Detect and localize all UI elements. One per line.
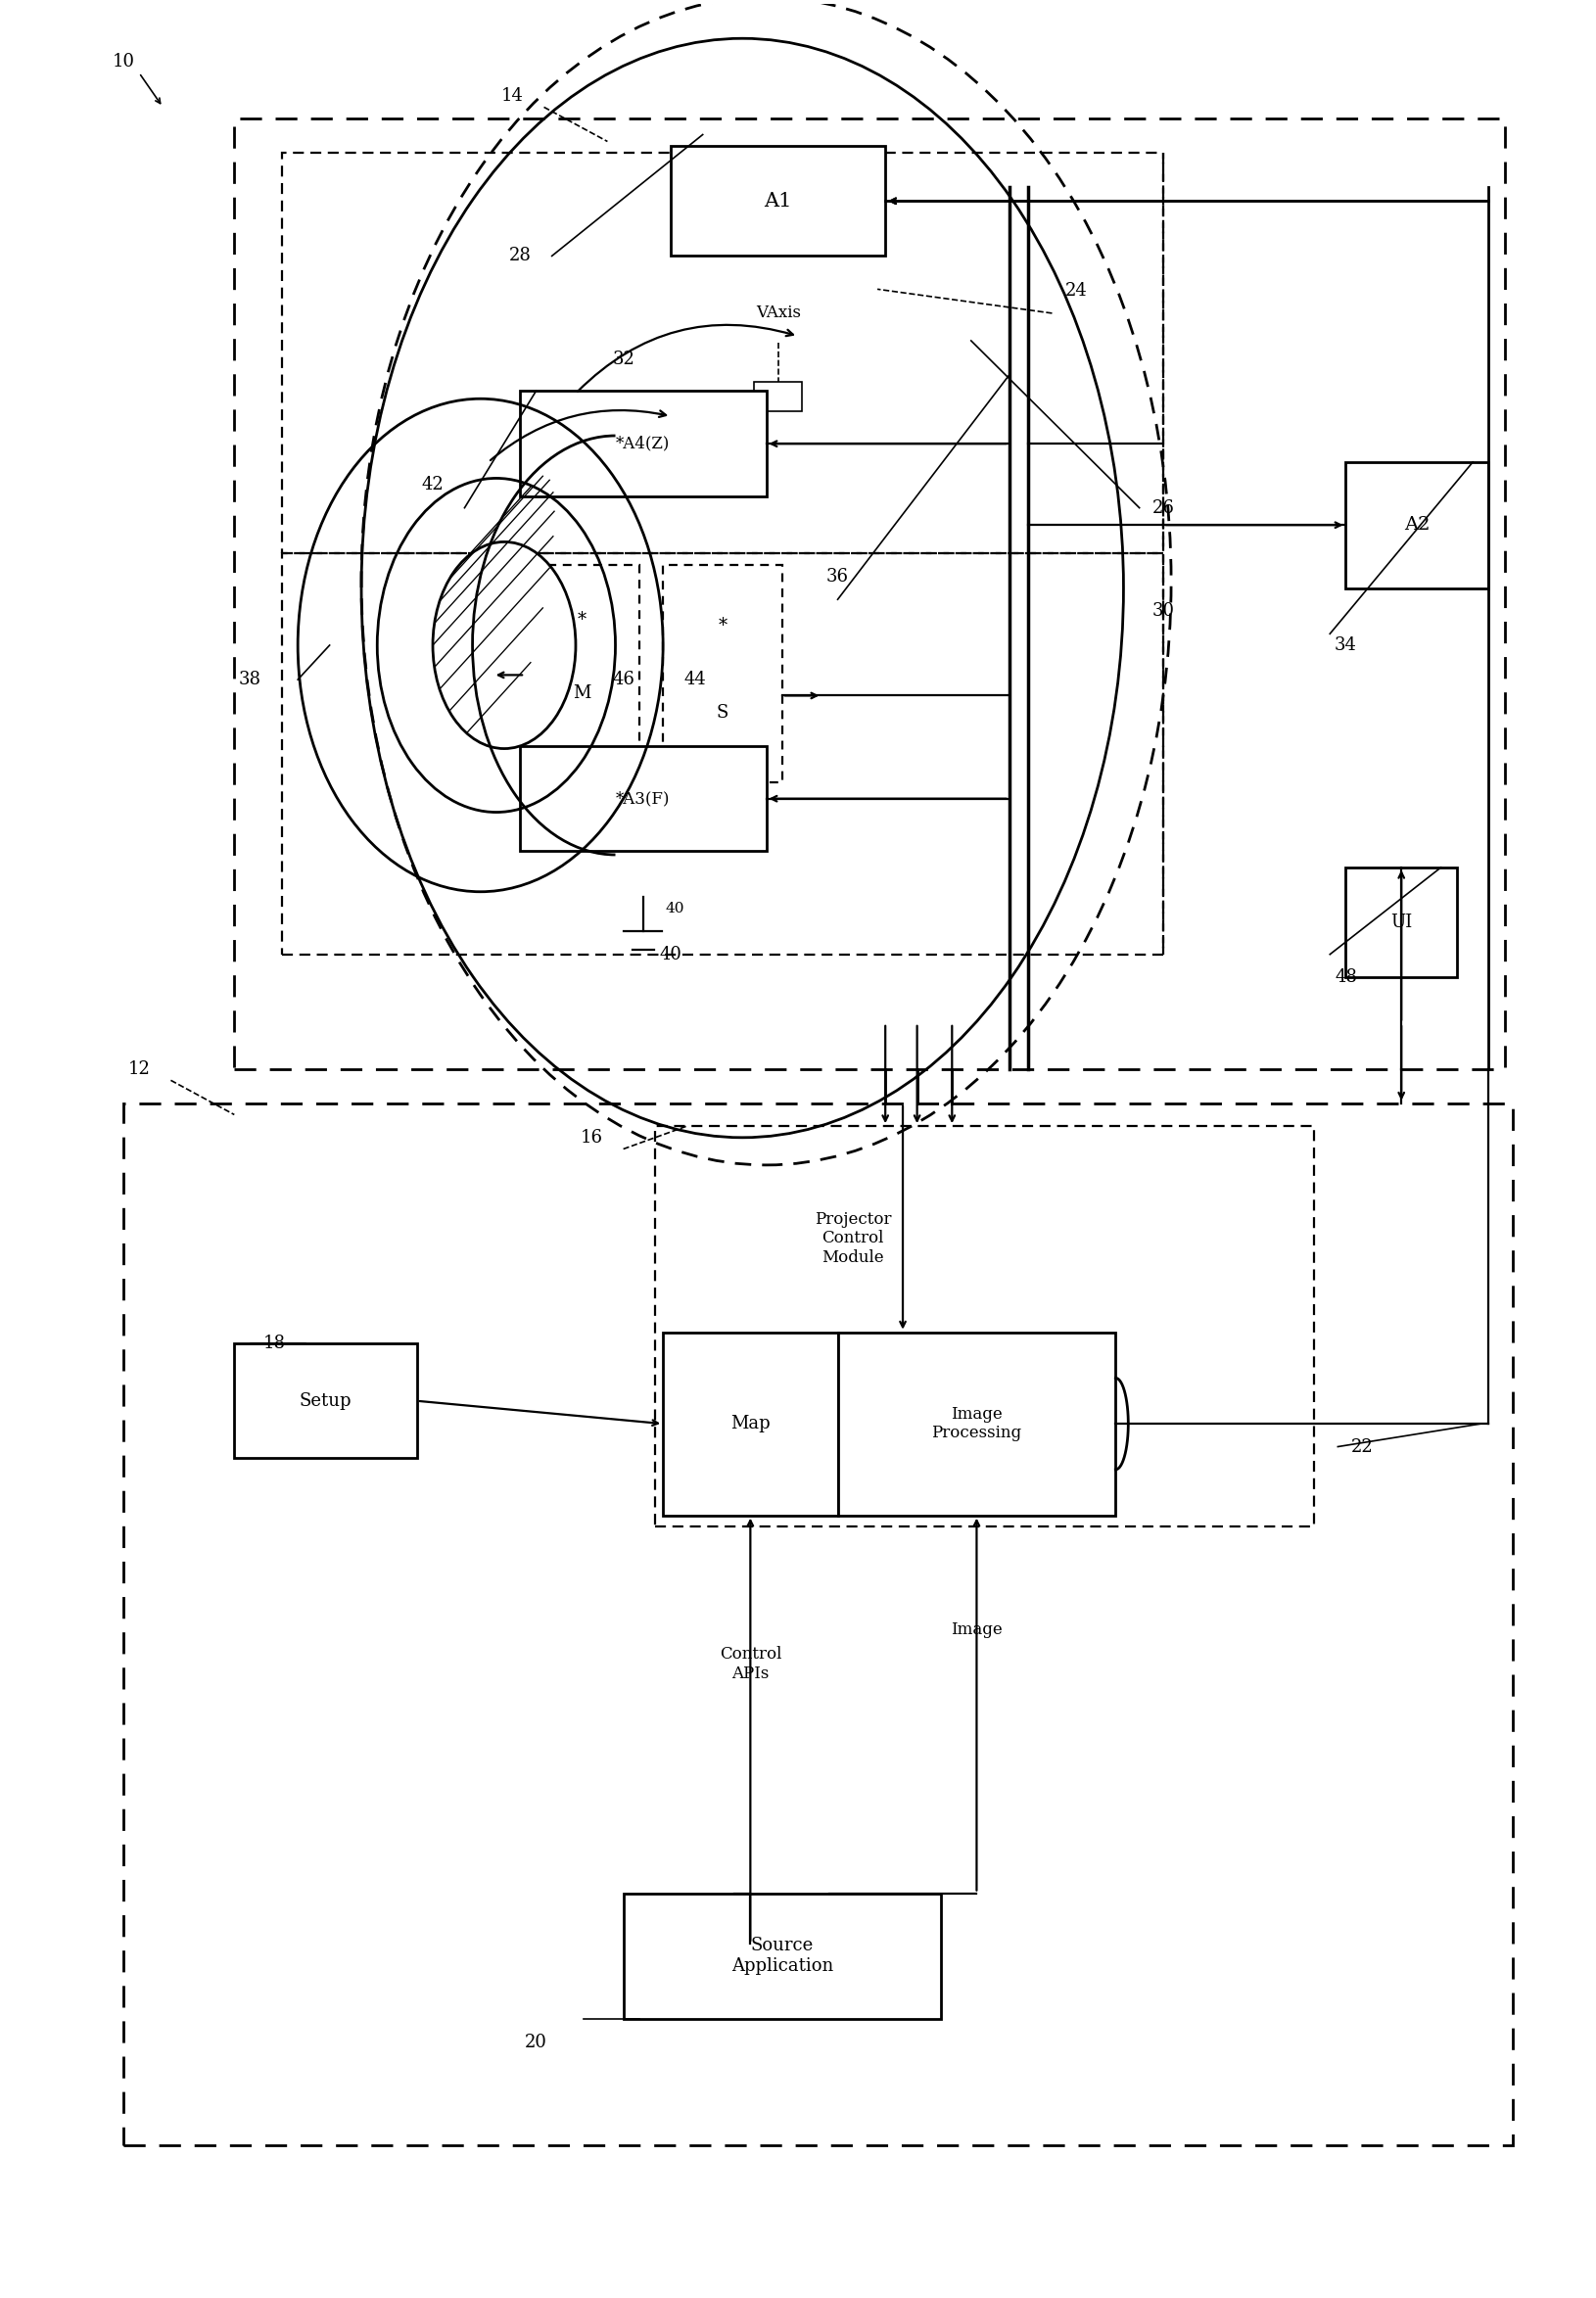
Text: 40: 40 — [666, 901, 685, 915]
Text: Setup: Setup — [300, 1393, 351, 1409]
Text: 28: 28 — [509, 248, 531, 264]
Text: 42: 42 — [421, 476, 444, 494]
Text: 20: 20 — [525, 2034, 547, 2050]
Text: VAxis: VAxis — [755, 306, 801, 322]
Text: Image: Image — [951, 1622, 1002, 1638]
Bar — [123, 1103, 1513, 2144]
Text: 48: 48 — [1334, 967, 1357, 986]
Text: *A3(F): *A3(F) — [616, 791, 670, 807]
Text: S: S — [717, 703, 729, 722]
Bar — [662, 1333, 838, 1514]
Text: 16: 16 — [581, 1128, 603, 1147]
Bar — [235, 1344, 417, 1459]
Bar — [654, 1126, 1314, 1526]
Bar — [755, 381, 801, 411]
Text: Map: Map — [731, 1416, 771, 1432]
Text: 34: 34 — [1334, 637, 1357, 655]
Bar — [1345, 866, 1457, 977]
Text: M: M — [573, 685, 591, 703]
Text: 24: 24 — [1065, 280, 1087, 299]
Bar — [520, 391, 766, 496]
Text: 32: 32 — [613, 349, 635, 368]
Text: Projector
Control
Module: Projector Control Module — [814, 1211, 891, 1266]
Text: A2: A2 — [1404, 517, 1430, 533]
Bar — [1345, 462, 1489, 588]
Bar — [670, 147, 886, 255]
Text: 26: 26 — [1152, 499, 1175, 517]
Text: *: * — [718, 618, 728, 634]
Text: 30: 30 — [1152, 602, 1175, 620]
Text: A1: A1 — [764, 191, 792, 211]
Bar — [520, 747, 766, 850]
Text: 18: 18 — [263, 1335, 286, 1354]
Text: 38: 38 — [239, 671, 262, 689]
Text: 14: 14 — [501, 87, 523, 103]
Text: *: * — [578, 611, 586, 630]
Bar — [282, 154, 1163, 554]
Text: *A4(Z): *A4(Z) — [616, 434, 670, 453]
Text: 36: 36 — [827, 568, 849, 586]
Text: Control
APIs: Control APIs — [720, 1645, 782, 1682]
Text: 46: 46 — [613, 671, 635, 689]
Bar — [235, 119, 1505, 1069]
Bar — [282, 554, 1163, 954]
Bar — [525, 565, 640, 749]
Bar — [662, 565, 782, 784]
Text: 12: 12 — [128, 1059, 150, 1078]
Text: Image
Processing: Image Processing — [932, 1406, 1021, 1441]
Bar — [838, 1333, 1116, 1514]
Ellipse shape — [433, 542, 576, 749]
Text: 22: 22 — [1350, 1439, 1373, 1455]
Text: 10: 10 — [112, 53, 134, 71]
Text: 44: 44 — [683, 671, 705, 689]
Text: 40: 40 — [659, 944, 681, 963]
Text: Source
Application: Source Application — [731, 1937, 833, 1976]
Bar — [624, 1894, 942, 2020]
Text: UI: UI — [1390, 915, 1412, 931]
